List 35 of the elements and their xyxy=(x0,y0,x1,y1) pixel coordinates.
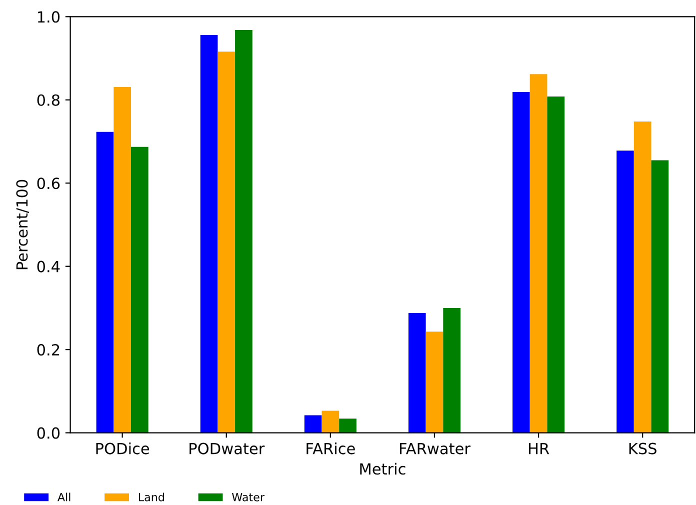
bar xyxy=(304,415,322,433)
bar xyxy=(651,160,669,433)
y-axis-title: Percent/100 xyxy=(16,180,29,270)
y-tick-label: 0.2 xyxy=(37,344,60,356)
x-tick-label: FARice xyxy=(306,442,355,454)
bar xyxy=(512,92,530,433)
bar xyxy=(616,150,634,433)
legend-label: All xyxy=(58,492,70,502)
y-tick-label: 0.4 xyxy=(37,260,60,272)
legend-label: Water xyxy=(232,493,264,502)
bar xyxy=(547,96,565,433)
y-tick-label: 0.6 xyxy=(37,178,60,190)
bar xyxy=(218,52,236,433)
x-axis-title: Metric xyxy=(360,462,406,475)
x-tick-label: FARwater xyxy=(400,442,470,454)
bar xyxy=(96,132,114,433)
bar xyxy=(408,312,426,433)
legend-label: Land xyxy=(138,492,164,502)
bar xyxy=(322,410,340,433)
bar xyxy=(530,74,548,433)
x-tick-label: KSS xyxy=(629,442,656,454)
x-tick-label: HR xyxy=(528,442,550,454)
bar xyxy=(200,34,218,433)
x-tick-label: PODwater xyxy=(190,442,265,454)
bar xyxy=(114,86,131,433)
y-tick-label: 1.0 xyxy=(38,11,60,23)
bar xyxy=(634,122,652,433)
y-tick-label: 0.8 xyxy=(37,94,60,106)
x-tick-label: PODice xyxy=(96,442,150,454)
y-tick-label: 0.0 xyxy=(37,427,60,439)
bar xyxy=(443,308,460,433)
bar xyxy=(426,332,444,433)
bar xyxy=(235,30,252,433)
bar xyxy=(339,418,356,433)
bar xyxy=(130,146,148,433)
